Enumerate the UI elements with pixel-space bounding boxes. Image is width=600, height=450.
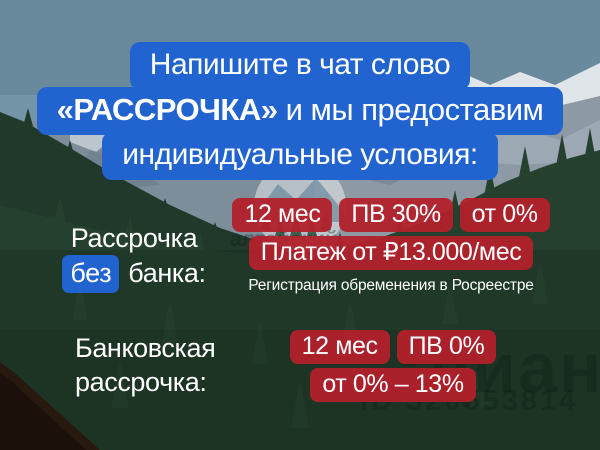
bank-installment-label: Банковская рассрочка: (75, 331, 216, 399)
bez-highlight: без (62, 255, 120, 293)
header-line-2: «РАССРОЧКА» и мы предоставим (36, 87, 564, 135)
no-bank-label-line2: без банка: (28, 255, 240, 293)
bank-badge-row-1: 12 мес ПВ 0% (289, 330, 497, 364)
term-badge: 12 мес (232, 198, 333, 232)
bank-label-line2: рассрочка: (75, 367, 207, 397)
header-line-1: Напишите в чат слово (129, 42, 471, 90)
rosreestr-caption: Регистрация обременения в Росреестре (248, 277, 534, 294)
header-line-3: индивидуальные условия: (102, 132, 498, 180)
no-bank-badge-row-1: 12 мес ПВ 30% от 0% (232, 198, 550, 232)
header-line-1-text: Напишите в чат слово (149, 48, 451, 81)
no-bank-label-line1: Рассрочка (70, 223, 198, 253)
header-banner: Напишите в чат слово «РАССРОЧКА» и мы пр… (0, 42, 600, 180)
term-badge: 12 мес (289, 330, 390, 364)
downpayment-badge: ПВ 0% (396, 330, 497, 364)
header-line-3-text: индивидуальные условия: (122, 138, 478, 171)
no-bank-installment-label: Рассрочка без банка: (28, 221, 240, 293)
keyword-rassrochka: «РАССРОЧКА» (56, 92, 278, 127)
header-line-2-text: и мы предоставим (277, 92, 544, 127)
monthly-payment-badge: Платеж от ₽13.000/мес (248, 236, 534, 270)
rate-range-badge: от 0% – 13% (310, 368, 476, 402)
bank-terms: 12 мес ПВ 0% от 0% – 13% (289, 330, 497, 402)
rate-badge: от 0% (459, 198, 550, 232)
bank-label-line1: Банковская (75, 333, 216, 363)
downpayment-badge: ПВ 30% (339, 198, 453, 232)
bank-badge-row-2: от 0% – 13% (310, 368, 476, 402)
no-bank-terms: 12 мес ПВ 30% от 0% Платеж от ₽13.000/ме… (232, 198, 550, 295)
no-bank-label-rest: банка: (128, 258, 206, 288)
no-bank-badge-row-2: Платеж от ₽13.000/мес (248, 236, 534, 270)
